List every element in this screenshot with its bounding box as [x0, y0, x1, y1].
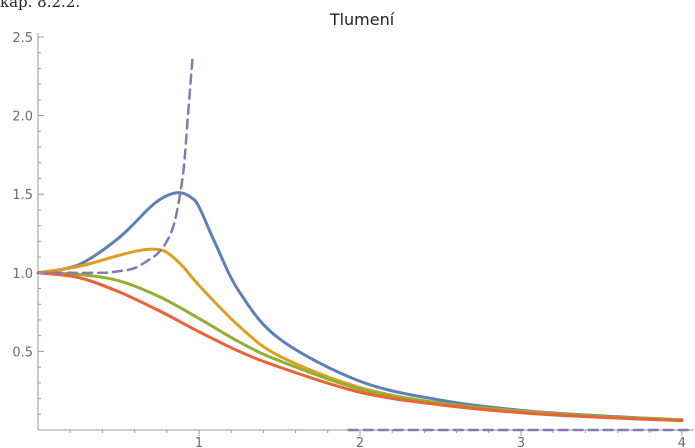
chart-title: Tlumení — [329, 10, 395, 29]
chart-ticks: 1 2 3 4 0.5 1.0 1.5 2.0 2.5 — [12, 31, 686, 448]
series-line — [36, 271, 684, 423]
series-line — [36, 247, 684, 422]
x-tick-label: 1 — [195, 436, 203, 448]
y-tick-label: 2.5 — [12, 31, 33, 46]
chart-series — [36, 56, 692, 432]
x-tick-label: 3 — [517, 436, 525, 448]
dashed-series-line — [36, 56, 194, 275]
x-tick-label: 4 — [678, 436, 686, 448]
series-line — [36, 271, 684, 422]
y-tick-label: 2.0 — [12, 110, 33, 125]
page-caption-fragment: kap. 8.2.2. — [0, 0, 81, 11]
series-line — [36, 191, 684, 422]
y-tick-label: 1.5 — [12, 188, 33, 203]
x-tick-label: 2 — [356, 436, 364, 448]
chart-axes — [37, 33, 694, 431]
y-tick-label: 1.0 — [12, 267, 33, 282]
y-tick-label: 0.5 — [12, 345, 33, 360]
